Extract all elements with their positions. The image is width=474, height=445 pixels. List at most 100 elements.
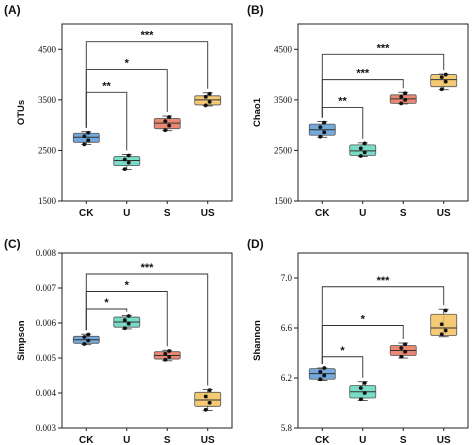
significance-label: * xyxy=(125,58,130,70)
data-point xyxy=(358,146,363,151)
category-label-ck: CK xyxy=(79,208,94,219)
category-label-us: US xyxy=(201,435,215,445)
data-point xyxy=(203,394,208,399)
significance-label: * xyxy=(125,280,130,292)
data-point xyxy=(403,91,408,96)
data-point xyxy=(439,322,444,327)
y-tick-label: 0.006 xyxy=(36,318,57,328)
category-label-s: S xyxy=(164,435,171,445)
bracket-line xyxy=(85,41,209,128)
data-point xyxy=(163,119,168,123)
panel-label: (B) xyxy=(247,3,264,17)
data-point xyxy=(122,318,127,323)
significance-label: *** xyxy=(377,42,391,54)
category-label-u: U xyxy=(359,208,366,219)
y-axis-title: Simpson xyxy=(16,320,27,360)
y-tick-label: 0.003 xyxy=(36,423,57,433)
data-point xyxy=(443,328,448,333)
box-ck xyxy=(308,120,336,139)
data-point xyxy=(358,397,363,402)
data-point xyxy=(318,377,323,382)
significance-label: *** xyxy=(356,68,370,80)
category-label-ck: CK xyxy=(315,435,330,445)
data-point xyxy=(322,373,327,378)
data-point xyxy=(86,338,91,343)
iqr-box xyxy=(72,132,100,143)
y-tick-label: 2500 xyxy=(274,145,293,155)
box-u xyxy=(349,381,377,402)
data-point xyxy=(122,326,127,331)
y-tick-label: 5.8 xyxy=(281,423,293,433)
iqr-box xyxy=(194,95,222,106)
iqr-box xyxy=(194,391,222,407)
data-point xyxy=(362,391,367,395)
y-tick-label: 6.6 xyxy=(281,323,293,333)
plot-frame xyxy=(297,23,469,202)
bracket-line xyxy=(321,286,445,364)
iqr-box xyxy=(153,118,181,130)
y-tick-label: 0.004 xyxy=(36,388,57,398)
y-tick-label: 4500 xyxy=(274,44,293,54)
box-u xyxy=(113,314,141,331)
data-point xyxy=(86,130,91,135)
iqr-box xyxy=(113,156,141,167)
data-point xyxy=(207,99,212,104)
box-u xyxy=(349,141,377,158)
data-point xyxy=(403,342,408,347)
category-label-u: U xyxy=(123,208,130,219)
data-point xyxy=(318,369,323,374)
data-point xyxy=(399,94,404,99)
category-label-u: U xyxy=(123,435,130,445)
box-us xyxy=(430,72,458,92)
data-point xyxy=(82,134,87,139)
data-point xyxy=(207,388,212,393)
box-s xyxy=(389,91,417,106)
y-tick-label: 0.008 xyxy=(36,248,57,258)
data-point xyxy=(82,342,87,346)
significance-bracket: *** xyxy=(85,30,209,128)
data-point xyxy=(443,72,448,77)
data-point xyxy=(358,154,363,158)
category-label-s: S xyxy=(400,435,407,445)
y-tick-label: 7.0 xyxy=(281,273,293,283)
y-tick-label: 0.007 xyxy=(36,283,57,293)
data-point xyxy=(203,103,208,108)
y-tick-label: 3500 xyxy=(38,95,57,105)
bracket-line xyxy=(85,273,209,386)
data-point xyxy=(163,128,168,133)
data-point xyxy=(443,79,448,84)
data-point xyxy=(163,357,168,362)
data-point xyxy=(126,321,131,326)
iqr-box xyxy=(430,74,458,88)
significance-bracket: *** xyxy=(85,262,209,386)
significance-label: * xyxy=(361,314,366,326)
significance-label: *** xyxy=(141,30,155,42)
y-tick-label: 4500 xyxy=(38,44,57,54)
box-s xyxy=(153,115,181,133)
data-point xyxy=(403,97,408,102)
data-point xyxy=(318,125,323,130)
data-point xyxy=(399,101,404,106)
significance-label: ** xyxy=(102,80,111,92)
box-s xyxy=(153,349,181,362)
data-point xyxy=(167,115,172,119)
box-s xyxy=(389,342,417,359)
category-label-us: US xyxy=(437,208,451,219)
y-axis-title: Chao1 xyxy=(252,97,263,127)
data-point xyxy=(443,308,448,313)
data-point xyxy=(82,142,87,147)
data-point xyxy=(362,381,367,385)
data-point xyxy=(362,150,367,155)
y-tick-label: 1500 xyxy=(38,196,57,206)
data-point xyxy=(322,130,327,135)
data-point xyxy=(122,167,127,172)
category-label-s: S xyxy=(400,208,407,219)
category-label-us: US xyxy=(201,208,215,219)
significance-label: * xyxy=(340,345,345,357)
data-point xyxy=(399,346,404,350)
significance-label: ** xyxy=(338,95,347,107)
box-ck xyxy=(308,366,336,382)
